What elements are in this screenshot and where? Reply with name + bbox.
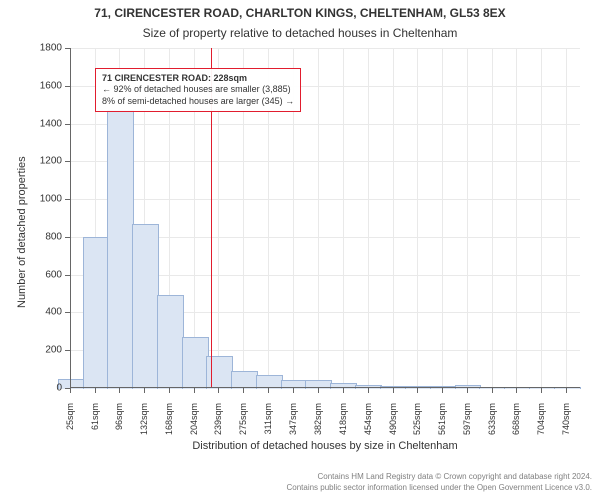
y-tick-mark xyxy=(65,86,70,87)
x-tick-mark xyxy=(318,388,319,393)
footer-attribution: Contains HM Land Registry data © Crown c… xyxy=(286,472,592,494)
y-tick-label: 1400 xyxy=(30,118,62,129)
gridline-horizontal xyxy=(70,161,580,162)
x-tick-mark xyxy=(393,388,394,393)
callout-line1: 71 CIRENCESTER ROAD: 228sqm xyxy=(102,73,294,84)
y-tick-label: 800 xyxy=(30,231,62,242)
gridline-vertical xyxy=(541,48,542,388)
x-tick-mark xyxy=(442,388,443,393)
y-tick-mark xyxy=(65,48,70,49)
gridline-vertical xyxy=(442,48,443,388)
x-axis-line xyxy=(70,387,580,388)
y-axis-line xyxy=(70,48,71,388)
gridline-horizontal xyxy=(70,124,580,125)
y-axis-label: Number of detached properties xyxy=(16,156,28,308)
x-tick-mark xyxy=(70,388,71,393)
histogram-bar xyxy=(182,337,209,389)
footer-line2: Contains public sector information licen… xyxy=(286,483,592,494)
callout-line2: ← 92% of detached houses are smaller (3,… xyxy=(102,84,294,95)
x-tick-mark xyxy=(368,388,369,393)
chart-title-line1: 71, CIRENCESTER ROAD, CHARLTON KINGS, CH… xyxy=(0,6,600,20)
histogram-bar xyxy=(107,110,134,389)
y-tick-mark xyxy=(65,312,70,313)
gridline-vertical xyxy=(492,48,493,388)
callout-line3: 8% of semi-detached houses are larger (3… xyxy=(102,96,294,107)
gridline-vertical xyxy=(417,48,418,388)
x-tick-mark xyxy=(169,388,170,393)
x-tick-mark xyxy=(343,388,344,393)
gridline-vertical xyxy=(318,48,319,388)
x-tick-mark xyxy=(566,388,567,393)
gridline-horizontal xyxy=(70,199,580,200)
x-tick-mark xyxy=(541,388,542,393)
y-tick-label: 0 xyxy=(30,383,62,394)
gridline-vertical xyxy=(566,48,567,388)
x-tick-mark xyxy=(194,388,195,393)
y-tick-mark xyxy=(65,124,70,125)
y-tick-label: 1600 xyxy=(30,80,62,91)
y-tick-mark xyxy=(65,161,70,162)
gridline-vertical xyxy=(516,48,517,388)
x-tick-mark xyxy=(144,388,145,393)
x-tick-mark xyxy=(417,388,418,393)
histogram-bar xyxy=(83,237,110,389)
chart-container: 71, CIRENCESTER ROAD, CHARLTON KINGS, CH… xyxy=(0,0,600,500)
x-tick-mark xyxy=(268,388,269,393)
gridline-vertical xyxy=(393,48,394,388)
x-axis-label: Distribution of detached houses by size … xyxy=(70,440,580,452)
gridline-vertical xyxy=(368,48,369,388)
y-tick-label: 200 xyxy=(30,345,62,356)
plot-area: 71 CIRENCESTER ROAD: 228sqm ← 92% of det… xyxy=(70,48,580,388)
y-tick-label: 1000 xyxy=(30,194,62,205)
histogram-bar xyxy=(157,295,184,389)
x-tick-mark xyxy=(119,388,120,393)
y-tick-mark xyxy=(65,237,70,238)
callout-box: 71 CIRENCESTER ROAD: 228sqm ← 92% of det… xyxy=(95,68,301,112)
chart-title-line2: Size of property relative to detached ho… xyxy=(0,26,600,40)
y-tick-label: 600 xyxy=(30,269,62,280)
y-tick-label: 1800 xyxy=(30,43,62,54)
y-tick-mark xyxy=(65,199,70,200)
y-tick-mark xyxy=(65,275,70,276)
footer-line1: Contains HM Land Registry data © Crown c… xyxy=(286,472,592,483)
gridline-horizontal xyxy=(70,48,580,49)
x-tick-mark xyxy=(243,388,244,393)
x-tick-mark xyxy=(293,388,294,393)
y-tick-mark xyxy=(65,350,70,351)
histogram-bar xyxy=(132,224,159,389)
gridline-vertical xyxy=(467,48,468,388)
x-tick-mark xyxy=(218,388,219,393)
x-tick-mark xyxy=(492,388,493,393)
x-tick-mark xyxy=(95,388,96,393)
y-tick-label: 1200 xyxy=(30,156,62,167)
x-tick-mark xyxy=(467,388,468,393)
gridline-vertical xyxy=(343,48,344,388)
x-tick-mark xyxy=(516,388,517,393)
y-tick-label: 400 xyxy=(30,307,62,318)
